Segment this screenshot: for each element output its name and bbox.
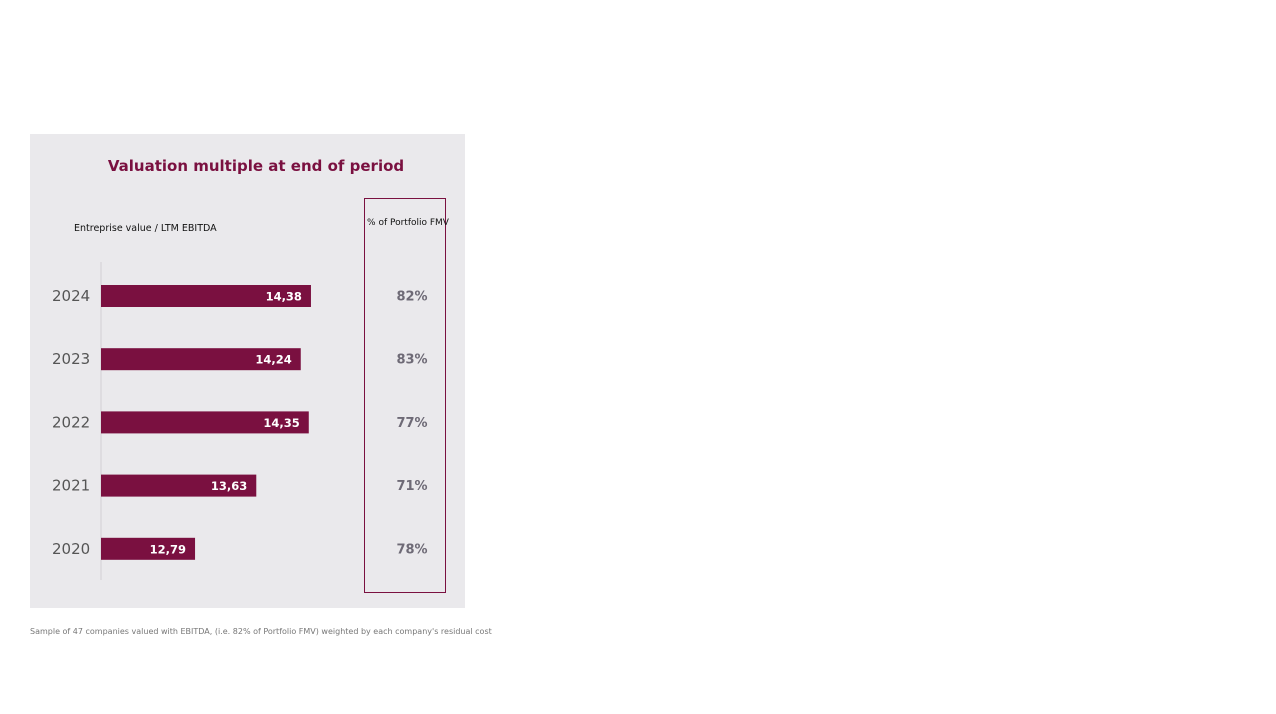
- portfolio-fmv-value: 82%: [396, 290, 427, 305]
- portfolio-fmv-column: [364, 198, 446, 593]
- portfolio-fmv-value: 78%: [396, 542, 427, 557]
- category-tick-label: 2023: [52, 350, 90, 368]
- bar-value-label: 13,63: [211, 479, 247, 493]
- category-tick-label: 2024: [52, 287, 90, 305]
- chart-panel: [30, 134, 465, 608]
- bar: [101, 348, 301, 371]
- portfolio-fmv-value: 83%: [396, 353, 427, 368]
- bar: [101, 474, 257, 497]
- portfolio-fmv-value: 77%: [396, 416, 427, 431]
- axis-label: Entreprise value / LTM EBITDA: [74, 223, 217, 234]
- footnote: Sample of 47 companies valued with EBITD…: [30, 627, 492, 636]
- category-tick-label: 2020: [52, 540, 90, 558]
- bar-value-label: 14,38: [266, 290, 302, 304]
- bar: [101, 411, 309, 434]
- category-tick-label: 2022: [52, 413, 90, 431]
- bar-value-label: 14,24: [255, 353, 291, 367]
- bar-value-label: 14,35: [263, 416, 299, 430]
- bar: [101, 285, 311, 307]
- bar-value-label: 12,79: [150, 542, 186, 556]
- category-tick-label: 2021: [52, 477, 90, 495]
- bar: [101, 537, 196, 560]
- bar-chart: 2024 14,38 82% 2023 14,24 83% 2022 14,35 77% 2021…: [52, 262, 428, 580]
- chart-title: Valuation multiple at end of period: [107, 157, 405, 175]
- portfolio-fmv-value: 71%: [396, 479, 427, 494]
- portfolio-fmv-header: % of Portfolio FMV: [367, 218, 449, 228]
